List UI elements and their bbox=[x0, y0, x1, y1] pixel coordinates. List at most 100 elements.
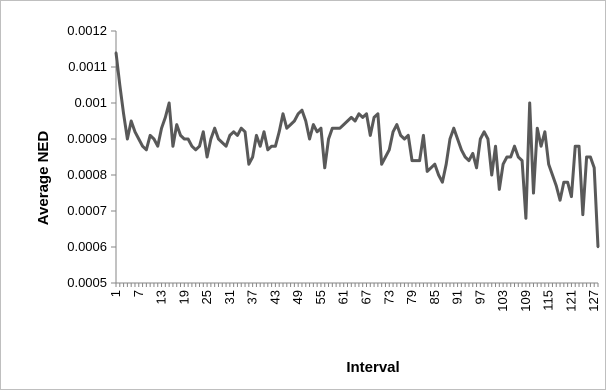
data-point bbox=[304, 119, 307, 123]
data-point bbox=[232, 130, 235, 133]
data-point bbox=[312, 123, 315, 126]
x-tick-label: 31 bbox=[222, 290, 237, 304]
y-axis-ticks: 0.0005 0.0006 0.0007 0.0008 0.0009 0.001 0.001… bbox=[67, 23, 116, 290]
y-tick-label: 0.0005 bbox=[67, 275, 107, 290]
data-point bbox=[262, 130, 266, 133]
x-tick-label: 19 bbox=[176, 290, 191, 304]
data-point bbox=[596, 245, 600, 249]
data-point bbox=[433, 163, 437, 166]
data-point bbox=[296, 112, 300, 116]
data-point bbox=[448, 137, 452, 141]
x-tick-label: 73 bbox=[381, 290, 396, 304]
data-point bbox=[520, 159, 524, 162]
data-point bbox=[118, 83, 121, 87]
x-tick-label: 43 bbox=[267, 290, 282, 304]
data-point bbox=[334, 127, 338, 130]
data-point bbox=[577, 145, 581, 148]
data-point bbox=[353, 119, 357, 123]
data-point bbox=[175, 123, 178, 126]
data-point bbox=[315, 130, 319, 133]
data-point bbox=[547, 163, 550, 166]
x-tick-label: 91 bbox=[450, 290, 465, 304]
data-point bbox=[562, 181, 566, 184]
data-point bbox=[539, 145, 543, 148]
data-point bbox=[217, 137, 220, 141]
data-point bbox=[259, 145, 262, 148]
data-point bbox=[543, 130, 547, 133]
data-point bbox=[513, 145, 516, 148]
data-point bbox=[490, 173, 493, 177]
data-point bbox=[505, 155, 509, 159]
data-point bbox=[160, 127, 163, 130]
data-point bbox=[528, 101, 531, 105]
x-tick-label: 61 bbox=[336, 290, 351, 304]
data-point bbox=[532, 191, 535, 195]
data-point bbox=[164, 116, 167, 119]
data-point bbox=[380, 163, 383, 166]
data-point bbox=[361, 116, 364, 119]
data-point bbox=[266, 148, 270, 151]
data-point bbox=[114, 51, 118, 54]
data-point bbox=[418, 159, 421, 162]
data-point bbox=[482, 130, 486, 133]
data-point bbox=[221, 141, 224, 144]
data-point bbox=[346, 119, 349, 123]
data-point bbox=[441, 181, 444, 184]
data-point bbox=[444, 163, 448, 166]
data-point bbox=[407, 134, 410, 137]
data-point bbox=[251, 155, 254, 159]
data-point bbox=[202, 130, 205, 133]
data-point bbox=[281, 112, 285, 116]
data-point bbox=[372, 116, 376, 119]
data-point bbox=[388, 148, 391, 151]
data-point bbox=[277, 130, 281, 133]
data-point bbox=[171, 145, 175, 148]
data-point bbox=[183, 137, 186, 141]
data-point bbox=[224, 145, 228, 148]
x-tick-label: 85 bbox=[427, 290, 442, 304]
data-point bbox=[558, 199, 562, 202]
x-axis-title: Interval bbox=[346, 359, 399, 376]
data-point bbox=[475, 166, 478, 169]
data-point bbox=[414, 159, 418, 162]
data-point bbox=[331, 127, 334, 130]
data-point bbox=[566, 181, 569, 184]
data-point bbox=[467, 159, 471, 162]
data-point bbox=[338, 127, 342, 130]
data-point bbox=[456, 137, 459, 141]
data-point bbox=[179, 134, 182, 137]
data-point bbox=[186, 137, 190, 141]
data-point bbox=[399, 134, 402, 137]
data-point bbox=[593, 166, 596, 169]
x-tick-label: 25 bbox=[199, 290, 214, 304]
data-point bbox=[148, 134, 152, 137]
data-point bbox=[255, 134, 258, 137]
data-point bbox=[327, 137, 330, 141]
data-point bbox=[194, 148, 197, 151]
data-point bbox=[205, 155, 209, 159]
data-point bbox=[209, 137, 213, 141]
data-point bbox=[536, 127, 539, 130]
data-point bbox=[270, 145, 273, 148]
data-point bbox=[240, 127, 243, 130]
x-tick-label: 13 bbox=[154, 290, 169, 304]
x-tick-label: 67 bbox=[358, 290, 373, 304]
data-point bbox=[319, 127, 323, 130]
x-tick-label: 79 bbox=[404, 290, 419, 304]
data-point bbox=[190, 145, 194, 148]
data-point bbox=[486, 137, 490, 141]
data-point bbox=[156, 145, 159, 148]
data-point bbox=[122, 112, 125, 116]
x-tick-label: 1 bbox=[108, 290, 123, 297]
data-point bbox=[145, 148, 148, 151]
y-tick-label: 0.0006 bbox=[67, 239, 107, 254]
x-tick-label: 109 bbox=[518, 290, 533, 312]
data-point bbox=[403, 137, 406, 141]
data-point bbox=[300, 109, 304, 112]
data-point bbox=[308, 137, 311, 141]
data-point bbox=[285, 127, 288, 130]
data-point bbox=[479, 137, 482, 141]
data-point bbox=[129, 119, 133, 123]
x-axis-ticks: 1 7 13 19 25 31 37 43 49 55 61 67 73 79 85 91 97 103 109 11… bbox=[108, 283, 601, 312]
